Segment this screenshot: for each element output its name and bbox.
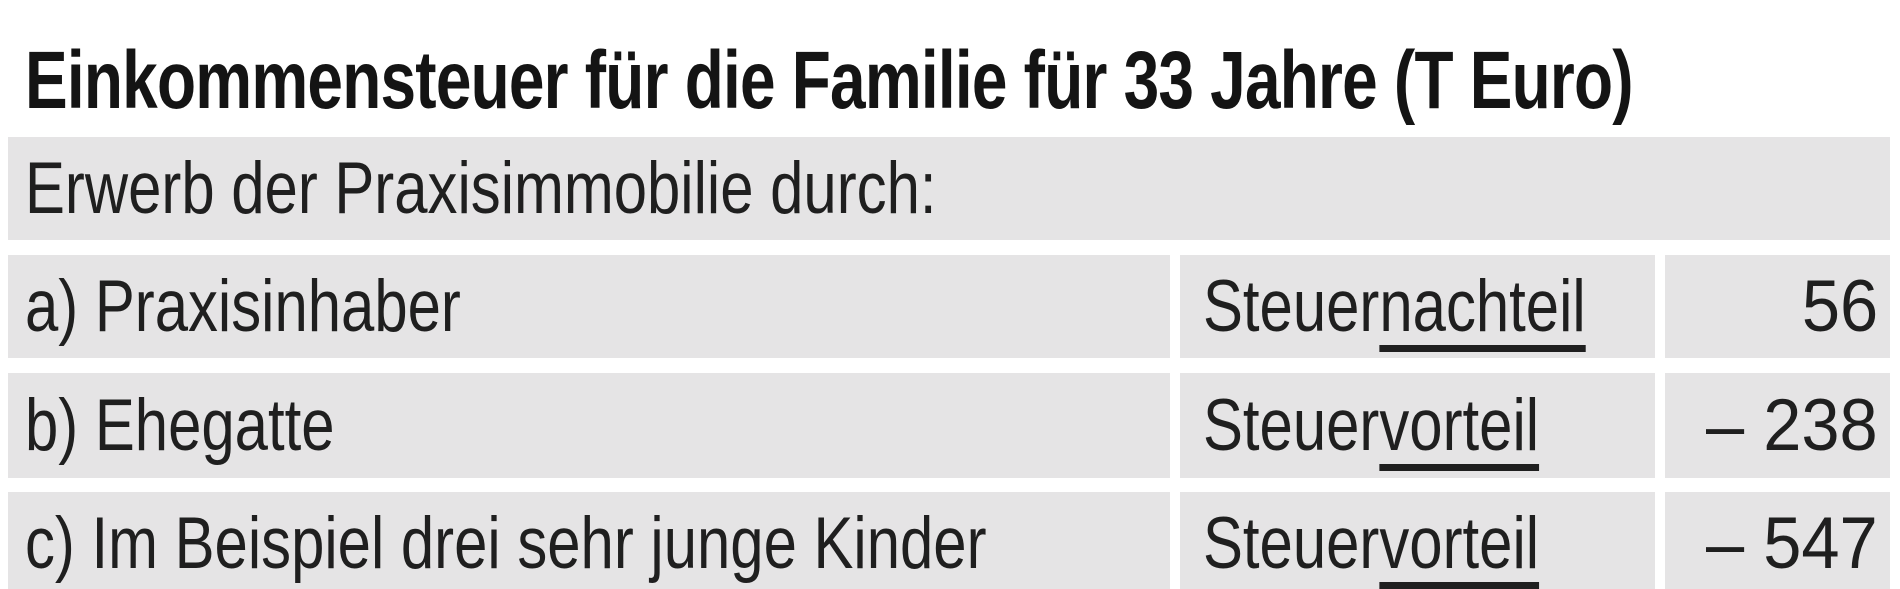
- table-subheader-row: Erwerb der Praxisimmobilie durch:: [8, 137, 1890, 240]
- subheader-cell: Erwerb der Praxisimmobilie durch:: [8, 137, 1890, 240]
- row-b-effect: Steuervorteil: [1203, 384, 1539, 467]
- row-b-effect-cell: Steuervorteil: [1180, 373, 1655, 478]
- row-c-label: c) Im Beispiel drei sehr junge Kinder: [25, 503, 987, 584]
- row-a-effect-prefix: Steuer: [1203, 266, 1380, 347]
- row-a-effect: Steuernachteil: [1203, 265, 1586, 348]
- row-c-effect-cell: Steuervorteil: [1180, 492, 1655, 589]
- row-c-effect-prefix: Steuer: [1203, 503, 1380, 584]
- row-a-label-cell: a) Praxisinhaber: [8, 255, 1170, 358]
- row-b-value-cell: – 238: [1665, 373, 1890, 478]
- table-row-c: c) Im Beispiel drei sehr junge Kinder St…: [8, 492, 1890, 589]
- row-a-effect-cell: Steuernachteil: [1180, 255, 1655, 358]
- row-b-value: – 238: [1706, 385, 1878, 466]
- row-a-value: 56: [1801, 266, 1878, 347]
- row-c-label-cell: c) Im Beispiel drei sehr junge Kinder: [8, 492, 1170, 589]
- page-title: Einkommensteuer für die Familie für 33 J…: [25, 35, 1634, 126]
- row-c-value-cell: – 547: [1665, 492, 1890, 589]
- table-row-a: a) Praxisinhaber Steuernachteil 56: [8, 255, 1890, 358]
- row-a-label: a) Praxisinhaber: [25, 266, 461, 347]
- row-b-effect-underlined: vorteil: [1379, 385, 1540, 466]
- row-b-label-cell: b) Ehegatte: [8, 373, 1170, 478]
- table-row-b: b) Ehegatte Steuervorteil – 238: [8, 373, 1890, 478]
- row-a-effect-underlined: nachteil: [1379, 266, 1586, 347]
- row-b-effect-prefix: Steuer: [1203, 385, 1380, 466]
- row-b-label: b) Ehegatte: [25, 385, 335, 466]
- row-c-effect-underlined: vorteil: [1379, 503, 1540, 584]
- row-c-value: – 547: [1706, 503, 1878, 584]
- subheader-label: Erwerb der Praxisimmobilie durch:: [25, 148, 937, 229]
- row-a-value-cell: 56: [1665, 255, 1890, 358]
- row-c-effect: Steuervorteil: [1203, 502, 1539, 585]
